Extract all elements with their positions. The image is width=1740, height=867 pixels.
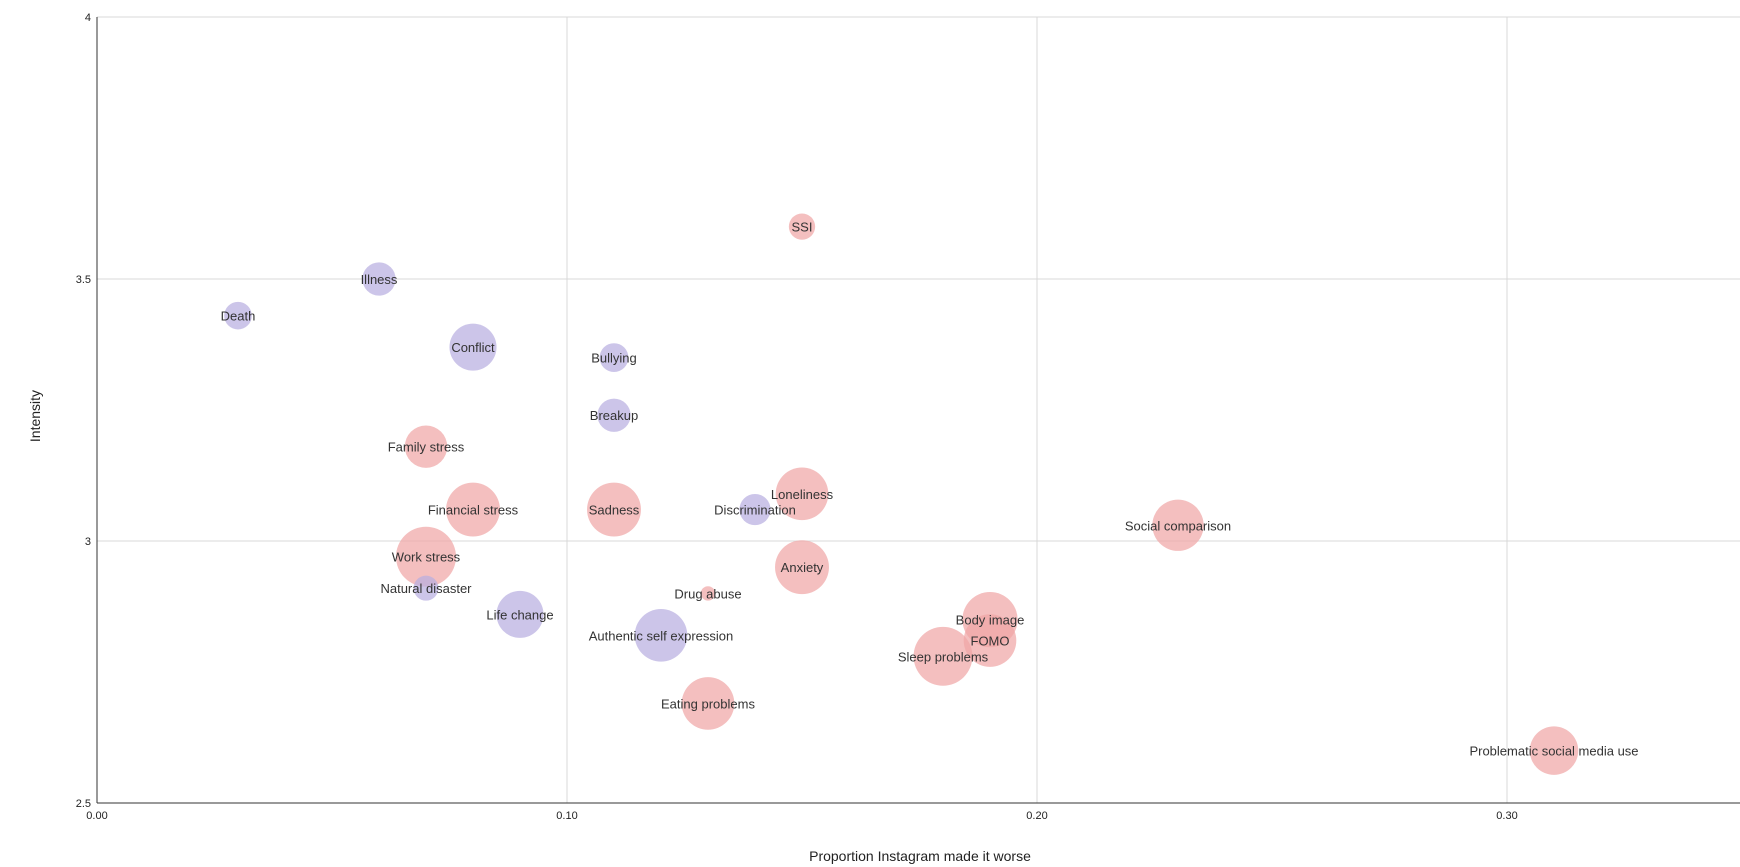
- bubble-label: Breakup: [590, 408, 638, 423]
- bubble-problematic-social-media-use: [1529, 726, 1579, 775]
- axes: 0.00 0.10 0.20 0.30 2.5 3 3.5 4: [76, 12, 1740, 822]
- bubble-ssi: [788, 213, 816, 240]
- bubble-label: Sadness: [589, 503, 640, 518]
- bubble-label: Sleep problems: [898, 649, 989, 664]
- bubble-loneliness: [775, 467, 829, 521]
- bubble-label: Body image: [956, 613, 1025, 628]
- bubble-work-stress: [396, 526, 456, 587]
- bubble-label: Social comparison: [1125, 518, 1231, 533]
- bubble-label: Natural disaster: [380, 581, 472, 596]
- bubble-label: Discrimination: [714, 503, 796, 518]
- x-tick-label: 0.00: [86, 810, 107, 822]
- bubble-social-comparison: [1152, 499, 1204, 551]
- bubble-drug-abuse: [700, 586, 716, 601]
- bubble-sleep-problems: [913, 626, 973, 686]
- bubble-breakup: [597, 398, 631, 432]
- bubble-label: Family stress: [388, 440, 465, 455]
- x-tick-label: 0.20: [1026, 810, 1047, 822]
- bubble-label: Drug abuse: [674, 586, 741, 601]
- bubble-sadness: [587, 482, 641, 537]
- bubble-authentic-self-expression: [634, 609, 688, 662]
- bubble-anxiety: [775, 540, 829, 595]
- bubble-discrimination: [739, 493, 771, 526]
- bubble-family-stress: [404, 425, 448, 468]
- bubble-label: Illness: [361, 272, 398, 287]
- y-tick-label: 3.5: [76, 274, 91, 286]
- bubble-eating-problems: [681, 677, 735, 730]
- bubble-illness: [362, 262, 396, 296]
- y-tick-label: 3: [85, 536, 91, 548]
- bubble-bullying: [599, 343, 629, 373]
- bubble-label: Bullying: [591, 351, 637, 366]
- bubble-label: SSI: [792, 220, 813, 235]
- bubble-label: Loneliness: [771, 487, 834, 502]
- bubbles: [224, 213, 1579, 775]
- y-tick-label: 2.5: [76, 798, 91, 810]
- y-tick-label: 4: [85, 12, 91, 24]
- bubble-label: Authentic self expression: [589, 628, 734, 643]
- bubble-death: [224, 301, 252, 330]
- bubble-label: Conflict: [451, 340, 495, 355]
- bubble-natural-disaster: [413, 575, 439, 601]
- bubble-label: Problematic social media use: [1469, 744, 1638, 759]
- bubble-financial-stress: [446, 482, 500, 537]
- bubble-conflict: [449, 323, 497, 371]
- bubble-label: Eating problems: [661, 696, 755, 711]
- bubble-label: Financial stress: [428, 503, 519, 518]
- x-axis-title: Proportion Instagram made it worse: [809, 848, 1031, 864]
- x-tick-label: 0.30: [1496, 810, 1517, 822]
- bubble-label: Life change: [486, 607, 553, 622]
- bubble-label: Death: [221, 309, 256, 324]
- bubble-label: Anxiety: [781, 560, 824, 575]
- bubble-label: FOMO: [971, 634, 1010, 649]
- bubble-labels: SSI Illness Death Conflict Bullying Breakup Fa…: [221, 220, 1639, 759]
- bubble-fomo: [963, 614, 1017, 667]
- y-axis-title: Intensity: [27, 390, 43, 442]
- grid-lines: [97, 16, 1740, 803]
- x-tick-label: 0.10: [556, 810, 577, 822]
- bubble-label: Work stress: [392, 550, 461, 565]
- bubble-life-change: [496, 590, 544, 638]
